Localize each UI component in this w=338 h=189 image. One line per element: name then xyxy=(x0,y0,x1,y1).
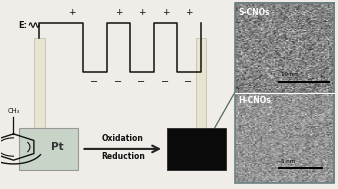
Bar xyxy=(196,38,207,141)
Text: +: + xyxy=(138,8,146,17)
Text: 5 nm: 5 nm xyxy=(281,159,295,163)
Text: +: + xyxy=(115,8,122,17)
Text: Oxidation: Oxidation xyxy=(102,134,144,143)
Bar xyxy=(34,38,45,141)
Text: E:: E: xyxy=(19,21,28,30)
Bar xyxy=(19,128,78,170)
Text: +: + xyxy=(68,8,75,17)
Text: S-CNOs: S-CNOs xyxy=(239,8,270,17)
Text: 10 nm: 10 nm xyxy=(281,72,299,77)
Text: −: − xyxy=(137,77,145,87)
Text: Pt: Pt xyxy=(51,142,64,152)
Text: −: − xyxy=(114,77,122,87)
Text: −: − xyxy=(161,77,169,87)
Text: H-CNOs: H-CNOs xyxy=(239,96,271,105)
Text: CH₃: CH₃ xyxy=(7,108,20,114)
Bar xyxy=(167,128,226,170)
Text: −: − xyxy=(185,77,193,87)
Text: +: + xyxy=(162,8,169,17)
Bar xyxy=(235,3,334,183)
Text: −: − xyxy=(90,77,98,87)
Text: Reduction: Reduction xyxy=(101,152,145,161)
Text: +: + xyxy=(186,8,193,17)
